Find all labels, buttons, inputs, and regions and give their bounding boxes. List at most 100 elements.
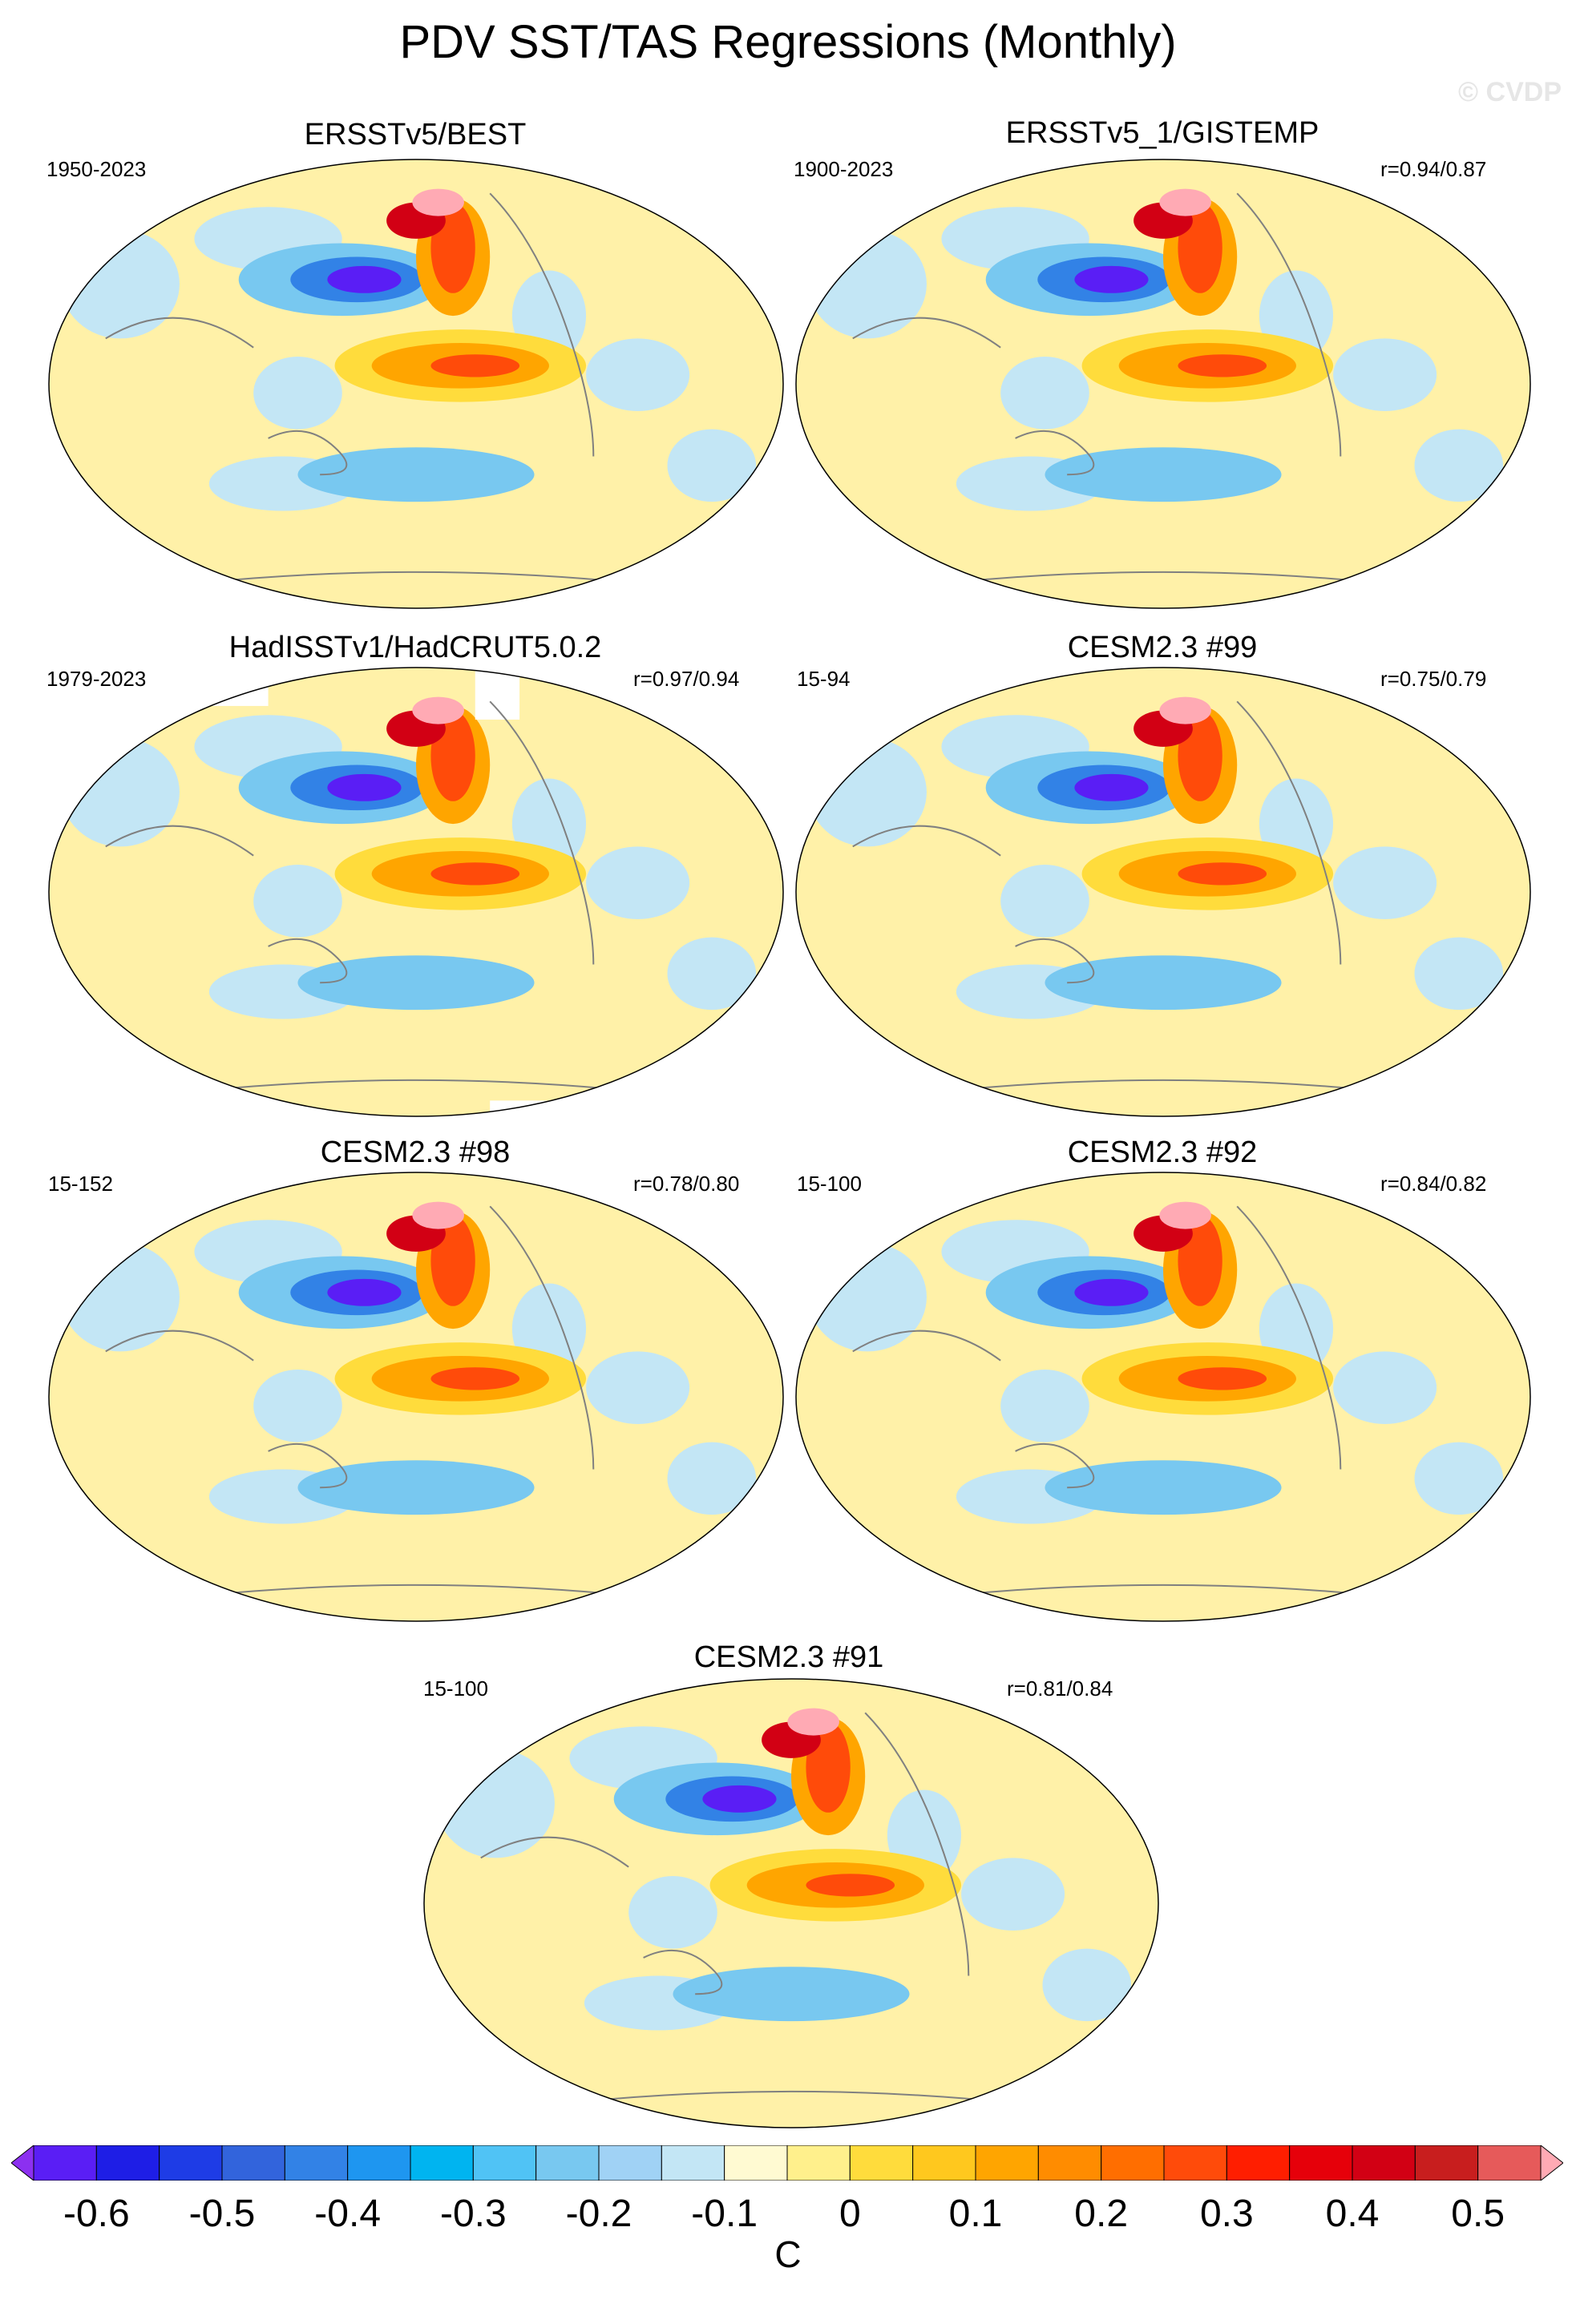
coastline-2 [268, 1442, 348, 1489]
colorbar-box [912, 2145, 976, 2181]
map-outline [423, 1678, 1159, 2128]
alaska [412, 696, 464, 724]
cool-s-atlantic [1414, 1442, 1504, 1515]
coastline-2 [1015, 1442, 1095, 1489]
coastline-3 [852, 317, 1001, 349]
coastline-3 [480, 1836, 629, 1868]
map-outline [795, 667, 1531, 1117]
cool-atlantic [586, 1351, 690, 1424]
panel-5-period: 15-152 [48, 1172, 113, 1196]
coastline-4 [194, 1584, 638, 1598]
colorbar-box [1037, 2145, 1102, 2181]
cool-maritime [253, 1370, 342, 1442]
panel-5-title: CESM2.3 #98 [320, 1136, 511, 1169]
panel-5-map [48, 1172, 784, 1622]
colorbar-tick-label: -0.2 [565, 2193, 632, 2235]
cool-maritime [1000, 1370, 1089, 1442]
missing-arctic-2 [475, 668, 520, 720]
panel-6-correlation: r=0.84/0.82 [1380, 1172, 1487, 1196]
coastline-2 [268, 938, 348, 984]
cool-n-pacific-core [327, 773, 402, 801]
coastline-1 [489, 1205, 595, 1470]
map-field [796, 668, 1530, 1116]
cool-n-pacific-core [702, 1785, 777, 1813]
panel-2-correlation: r=0.94/0.87 [1380, 157, 1487, 181]
cool-s-atlantic [1414, 429, 1504, 502]
colorbar-tick-label: 0.1 [948, 2193, 1003, 2235]
cool-s-pacific [673, 1967, 910, 2022]
cool-n-pacific-core [1074, 265, 1149, 293]
cool-n-pacific-core [327, 265, 402, 293]
coastline-4 [569, 2090, 1013, 2104]
colorbar-box [33, 2145, 97, 2181]
cool-maritime [1000, 357, 1089, 430]
colorbar-tick-label: -0.3 [439, 2193, 507, 2235]
colorbar-box [1101, 2145, 1165, 2181]
alaska [1159, 696, 1211, 724]
colorbar-tick-label: -0.6 [63, 2193, 130, 2235]
cool-atlantic [1333, 1351, 1437, 1424]
cool-n-pacific-core [1074, 773, 1149, 801]
cool-n-pacific-core [327, 1278, 402, 1306]
warm-tropics-core [430, 1367, 520, 1390]
colorbar-box [1352, 2145, 1416, 2181]
panel-7-correlation: r=0.81/0.84 [1007, 1676, 1113, 1701]
panel-3-title: HadISSTv1/HadCRUT5.0.2 [228, 631, 602, 664]
map-field [796, 159, 1530, 608]
colorbar-box [1226, 2145, 1291, 2181]
coastline-1 [1236, 700, 1342, 965]
colorbar-tick-label: 0 [839, 2193, 861, 2235]
colorbar-tick-label: 0.3 [1199, 2193, 1254, 2235]
coastline-4 [194, 571, 638, 585]
warm-tropics-core [1178, 1367, 1267, 1390]
cool-s-atlantic [1042, 1948, 1132, 2022]
coastline-3 [105, 825, 254, 857]
panel-4-period: 15-94 [797, 667, 851, 691]
cool-s-pacific [1045, 447, 1282, 502]
coastline-2 [1015, 938, 1095, 984]
cool-atlantic [1333, 338, 1437, 411]
colorbar-box [221, 2145, 285, 2181]
coastline-3 [105, 317, 254, 349]
cool-atlantic [961, 1858, 1065, 1931]
cool-atlantic [586, 846, 690, 919]
cool-s-pacific [1045, 955, 1282, 1011]
cool-nw-asia [61, 1242, 180, 1352]
colorbar-lower-triangle [11, 2145, 34, 2181]
cool-s-pacific [297, 955, 535, 1011]
cool-s-atlantic [667, 937, 757, 1011]
colorbar-box [786, 2145, 851, 2181]
colorbar-tick-label: 0.2 [1074, 2193, 1129, 2235]
cool-s-pacific [297, 1460, 535, 1515]
colorbar-box [1477, 2145, 1542, 2181]
map-outline [795, 1172, 1531, 1622]
panel-1-title: ERSSTv5/BEST [304, 118, 527, 151]
cool-s-atlantic [667, 1442, 757, 1515]
alaska [412, 1201, 464, 1229]
map-outline [795, 159, 1531, 609]
warm-tropics-core [1178, 354, 1267, 377]
coastline-3 [852, 825, 1001, 857]
coastline-2 [643, 1949, 723, 1995]
panel-2-title: ERSSTv5_1/GISTEMP [1005, 116, 1319, 150]
colorbar-tick-label: 0.4 [1325, 2193, 1380, 2235]
map-field [424, 1679, 1158, 2128]
warm-tropics-core [1178, 862, 1267, 886]
colorbar-box [410, 2145, 474, 2181]
cool-nw-asia [808, 229, 927, 339]
missing-arctic-1 [179, 668, 269, 706]
panel-6-map [795, 1172, 1531, 1622]
alaska [1159, 1201, 1211, 1229]
cool-n-pacific-core [1074, 1278, 1149, 1306]
colorbar [11, 2145, 1563, 2181]
alaska [787, 1708, 839, 1736]
panel-1-map [48, 159, 784, 609]
colorbar-box [535, 2145, 600, 2181]
cool-nw-asia [808, 737, 927, 847]
warm-tropics-core [430, 354, 520, 377]
colorbar-box [159, 2145, 223, 2181]
colorbar-upper-triangle [1540, 2145, 1563, 2181]
cool-s-atlantic [667, 429, 757, 502]
coastline-1 [1236, 192, 1342, 457]
coastline-1 [864, 1712, 970, 1976]
